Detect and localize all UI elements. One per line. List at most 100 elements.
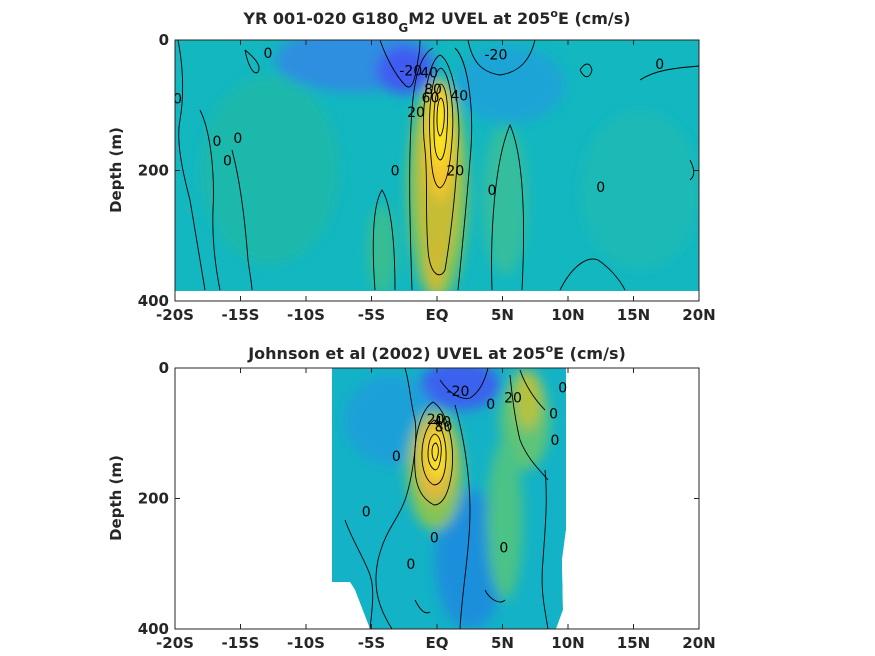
panel-2-contour-0-h [414,599,431,614]
panel-1-westward-flow-2 [455,47,565,123]
contour-label: 20 [407,105,425,121]
x-tick-label: 5N [491,634,514,652]
contour-label: 60 [422,90,440,106]
y-tick-label: 0 [159,359,169,377]
contour-label: 0 [233,131,242,147]
x-tick-label: -5S [358,306,385,324]
x-tick-label: -10S [287,634,325,652]
panel-1-contour-0-c [231,149,253,291]
panel-2-contour-lines [344,368,549,629]
panel-1-contour-0-h [689,159,695,181]
contour-label: 0 [655,57,664,73]
panel-1: YR 001-020 G180GM2 UVEL at 205oE (cm/s) [107,7,716,324]
panel-1-contour-minus-20-b [467,40,536,76]
panel-2-contour-0-f [541,469,549,629]
contour-label: 80 [424,82,442,98]
x-tick-label: EQ [426,306,449,324]
panel-1-contour-0-e [372,189,396,291]
panel-2-contour-80 [431,442,439,462]
panel-1-contour-80 [436,97,445,137]
panel-1-ridge-north [483,125,527,275]
y-tick-label: 400 [138,620,169,638]
panel-1-southern-band [200,75,340,265]
contour-label: 0 [486,397,495,413]
panel-2-northern-jet-core [516,370,540,430]
x-tick-label: 20N [682,634,715,652]
contour-label: 0 [550,433,559,449]
panel-2-westward-core [420,368,500,410]
y-tick-label: 0 [159,31,169,49]
x-tick-label: 15N [617,306,650,324]
contour-label: 80 [435,420,453,436]
contour-label: 0 [488,183,497,199]
contour-label: 0 [392,449,401,465]
contour-label: 0 [430,531,439,547]
panel-2: Johnson et al (2002) UVEL at 205oE (cm/s… [107,342,716,652]
panel-1-contour-40 [429,67,454,189]
panel-2-contour-minus-20 [439,368,489,399]
contour-label: 0 [362,505,371,521]
contour-label: 0 [596,180,605,196]
panel-1-contour-0-b [199,109,221,291]
panel-1-contour-0-d [244,49,260,74]
panel-2-contour-20 [414,401,454,506]
panel-1-contour-20 [423,54,460,276]
panel-2-title: Johnson et al (2002) UVEL at 205oE (cm/s… [247,342,626,363]
panel-1-contour-0-f [491,123,525,291]
x-tick-label: 10N [551,634,584,652]
panel-2-contour-0-b [454,404,471,629]
panel-1-contour-0-a [177,40,206,291]
x-tick-label: -10S [287,306,325,324]
panel-2-no-data-mask [175,368,699,629]
contour-label: 0 [173,92,182,108]
x-tick-label: 5N [491,306,514,324]
contour-label: 0 [499,540,508,556]
y-tick-label: 200 [138,490,169,508]
panel-1-contour-0-jet [409,47,473,291]
panel-1-contour-60 [433,83,449,161]
panel-2-contour-0-a [375,368,417,629]
contour-label: 40 [433,415,451,431]
panel-1-contour-0-g [579,63,593,78]
panel-1-westward-core [377,46,433,94]
panel-1-y-axis-label: Depth (m) [107,127,125,213]
panel-1-title: YR 001-020 G180GM2 UVEL at 205oE (cm/s) [242,7,630,35]
x-tick-label: EQ [426,634,449,652]
panel-1-deep-jet [425,237,445,293]
x-tick-label: 15N [617,634,650,652]
contour-label: 20 [504,390,522,406]
x-tick-label: -15S [222,306,260,324]
panel-2-contour-60 [427,433,442,471]
contour-label: 0 [391,164,400,180]
contour-label: 0 [549,407,558,423]
panel-2-contour-0-e [344,519,374,629]
contour-label: 0 [223,154,232,170]
x-tick-label: 10N [551,306,584,324]
x-tick-label: -15S [222,634,260,652]
contour-label: -20 [447,384,470,400]
contour-label: 0 [406,557,415,573]
contour-label: 20 [446,164,464,180]
x-tick-label: -20S [156,634,194,652]
panel-2-contour-0-c [509,374,549,481]
y-tick-label: 400 [138,292,169,310]
panel-2-y-axis-label: Depth (m) [107,455,125,541]
panel-1-contour-0-j [639,65,699,81]
panel-2-contour-0-d [519,369,546,411]
contour-label: 0 [558,381,567,397]
x-tick-label: 20N [682,306,715,324]
panel-1-northern-band [580,110,699,270]
contour-label: 0 [212,134,221,150]
contour-label: 40 [420,66,438,82]
x-tick-label: -5S [358,634,385,652]
panel-1-ridge-south [368,205,396,295]
x-tick-label: -20S [156,306,194,324]
contour-label: -20 [399,64,422,80]
